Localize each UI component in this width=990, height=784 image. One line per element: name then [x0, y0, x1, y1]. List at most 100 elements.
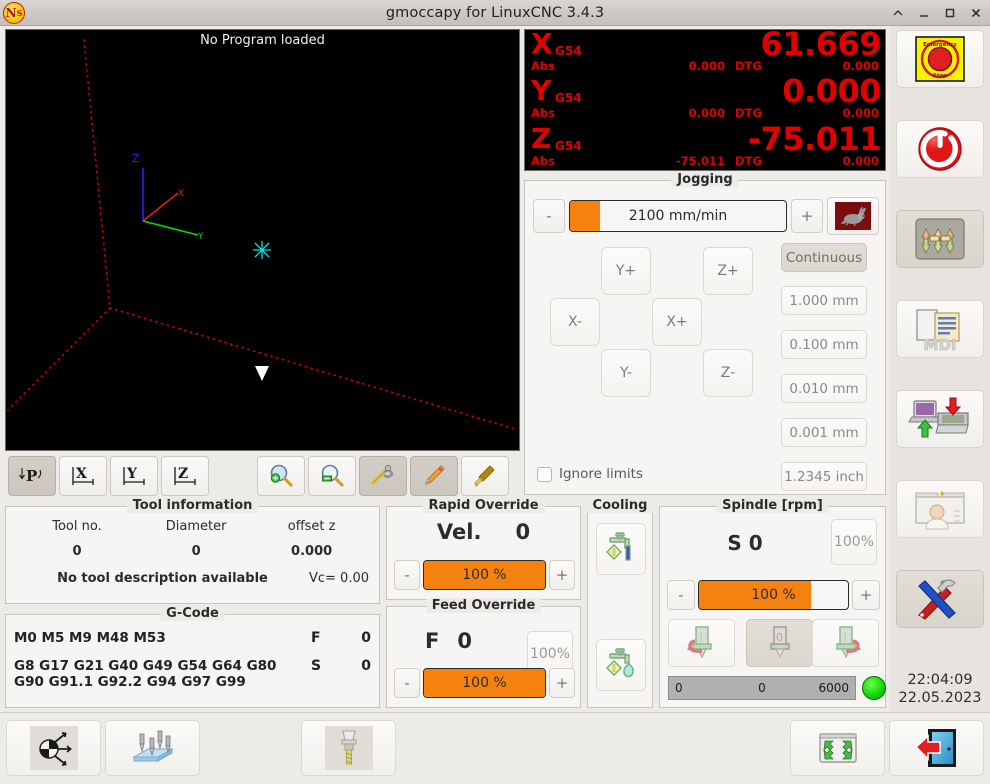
spindle-legend: Spindle [rpm] [716, 498, 829, 513]
tool-information-panel: Tool information Tool no. Diameter offse… [5, 498, 380, 604]
feed-override-minus-button[interactable]: - [394, 668, 420, 698]
spindle-override-fill [699, 581, 811, 609]
cooling-panel: Cooling [586, 498, 654, 708]
jog-increment-inch[interactable]: 1.2345 inch [781, 462, 867, 491]
offset-z-header: offset z [287, 519, 336, 534]
feed-override-panel: Feed Override F 0 100% - 100 % + [386, 598, 581, 708]
feed-override-bar[interactable]: 100 % [423, 668, 546, 698]
jog-y-minus-button[interactable]: Y- [601, 349, 651, 397]
view-y-button[interactable]: Y [110, 456, 158, 496]
spindle-override-value: 100 % [751, 587, 796, 603]
jog-increment-0.01mm[interactable]: 0.010 mm [781, 374, 867, 403]
auto-run-icon [908, 397, 969, 438]
gcode-legend: G-Code [160, 606, 225, 621]
view-p-button[interactable]: P [8, 456, 56, 496]
clear-plot-button[interactable] [461, 456, 509, 496]
axis-letter: Z [531, 121, 552, 155]
jog-velocity-minus-button[interactable]: - [533, 199, 565, 233]
view-x-button[interactable]: X [59, 456, 107, 496]
dtg-label: DTG [735, 106, 762, 121]
spindle-override-minus-button[interactable]: - [667, 580, 695, 610]
rapid-override-minus-button[interactable]: - [394, 560, 420, 590]
abs-value: 0.000 [688, 59, 725, 73]
mdi-mode-button[interactable]: MDI [896, 300, 984, 358]
jog-increment-continuous[interactable]: Continuous [781, 243, 867, 272]
svg-text:X: X [76, 466, 87, 482]
jog-x-minus-button[interactable]: X- [550, 298, 600, 346]
spindle-stop-icon: 0 [769, 626, 790, 659]
abs-label: Abs [531, 153, 555, 168]
edit-gcode-button[interactable] [410, 456, 458, 496]
spindle-speed-value: S 0 [727, 531, 763, 555]
exit-button[interactable] [889, 720, 984, 776]
spindle-cw-button[interactable]: I [812, 619, 879, 667]
dro-axis-y[interactable]: Y G54 0.000 Abs 0.000 DTG 0.000 [525, 74, 885, 124]
machine-power-button[interactable] [896, 120, 984, 178]
spindle-speed-scale: 0 0 6000 [668, 676, 856, 700]
zoom-out-button[interactable] [308, 456, 356, 496]
maximize-button[interactable] [943, 5, 956, 21]
jog-z-plus-button[interactable]: Z+ [703, 247, 753, 295]
mcodes-row: M0 M5 M9 M48 M53 F 0 [6, 630, 379, 646]
view-z-button[interactable]: Z [161, 456, 209, 496]
spindle-scale-value: 0 [758, 681, 766, 695]
feed-override-fill [424, 669, 545, 697]
mist-coolant-button[interactable] [596, 639, 646, 691]
svg-text:MDI: MDI [924, 336, 957, 353]
axis-letter: X [531, 29, 553, 60]
spindle-override-plus-button[interactable]: + [852, 580, 880, 610]
zoom-in-button[interactable] [257, 456, 305, 496]
homing-button[interactable] [6, 720, 101, 776]
mode-sidebar: Emergency Stop [890, 26, 990, 712]
svg-text:I: I [699, 631, 702, 644]
dtg-label: DTG [735, 59, 762, 73]
jog-y-plus-button[interactable]: Y+ [601, 247, 651, 295]
flood-coolant-button[interactable] [596, 523, 646, 575]
spindle-override-reset-button[interactable]: 100% [831, 519, 877, 565]
ignore-limits-checkbox[interactable] [537, 466, 552, 482]
jog-increment-0.001mm[interactable]: 0.001 mm [781, 418, 867, 447]
ignore-limits-row[interactable]: Ignore limits [537, 466, 643, 482]
jog-increment-0.1mm[interactable]: 0.100 mm [781, 330, 867, 359]
settings-button[interactable] [896, 570, 984, 628]
rapid-override-plus-button[interactable]: + [549, 560, 575, 590]
minimize-button[interactable] [917, 5, 930, 21]
feed-override-value: 100 % [462, 675, 507, 691]
jog-z-minus-button[interactable]: Z- [703, 349, 753, 397]
preview-status-text: No Program loaded [200, 33, 325, 48]
jog-x-plus-button[interactable]: X+ [652, 298, 702, 346]
fullscreen-button[interactable] [790, 720, 885, 776]
user-tabs-button[interactable] [896, 480, 984, 538]
spindle-stop-button[interactable]: 0 [746, 619, 813, 667]
abs-value: -75.011 [675, 153, 725, 168]
mdi-icon: MDI [916, 309, 960, 353]
jog-velocity-plus-button[interactable]: + [791, 199, 823, 233]
spindle-override-bar[interactable]: 100 % [698, 580, 849, 610]
dro-panel[interactable]: X G54 61.669 Abs 0.000 DTG 0.000 Y G54 0… [524, 29, 886, 171]
feed-override-plus-button[interactable]: + [549, 668, 575, 698]
gcode-preview[interactable]: Z X Y No Program loaded [5, 29, 520, 451]
preview-canvas: Z X Y [7, 39, 519, 431]
rapid-override-bar[interactable]: 100 % [423, 560, 546, 590]
manual-mode-button[interactable] [896, 210, 984, 268]
rapid-jog-button[interactable] [827, 197, 879, 235]
diameter-value: 0 [191, 544, 201, 559]
jog-increment-1mm[interactable]: 1.000 mm [781, 286, 867, 315]
dimensions-button[interactable] [359, 456, 407, 496]
rabbit-icon [835, 202, 871, 230]
spindle-ccw-button[interactable]: I [668, 619, 735, 667]
auto-mode-button[interactable] [896, 390, 984, 448]
jog-velocity-bar[interactable]: 2100 mm/min [569, 200, 787, 232]
dro-axis-x[interactable]: X G54 61.669 Abs 0.000 DTG 0.000 [525, 30, 885, 77]
axis-letter: Y [531, 74, 552, 108]
exit-door-icon [914, 729, 956, 767]
shade-button[interactable] [891, 5, 904, 21]
svg-text:Stop: Stop [933, 73, 947, 79]
touch-off-button[interactable] [105, 720, 200, 776]
estop-button[interactable]: Emergency Stop [896, 30, 984, 88]
tool-change-button[interactable] [301, 720, 396, 776]
close-button[interactable] [969, 5, 982, 21]
jog-keypad-icon [915, 218, 965, 260]
dro-axis-z[interactable]: Z G54 -75.011 Abs -75.011 DTG 0.000 [525, 121, 885, 170]
svg-text:Z: Z [132, 152, 140, 165]
